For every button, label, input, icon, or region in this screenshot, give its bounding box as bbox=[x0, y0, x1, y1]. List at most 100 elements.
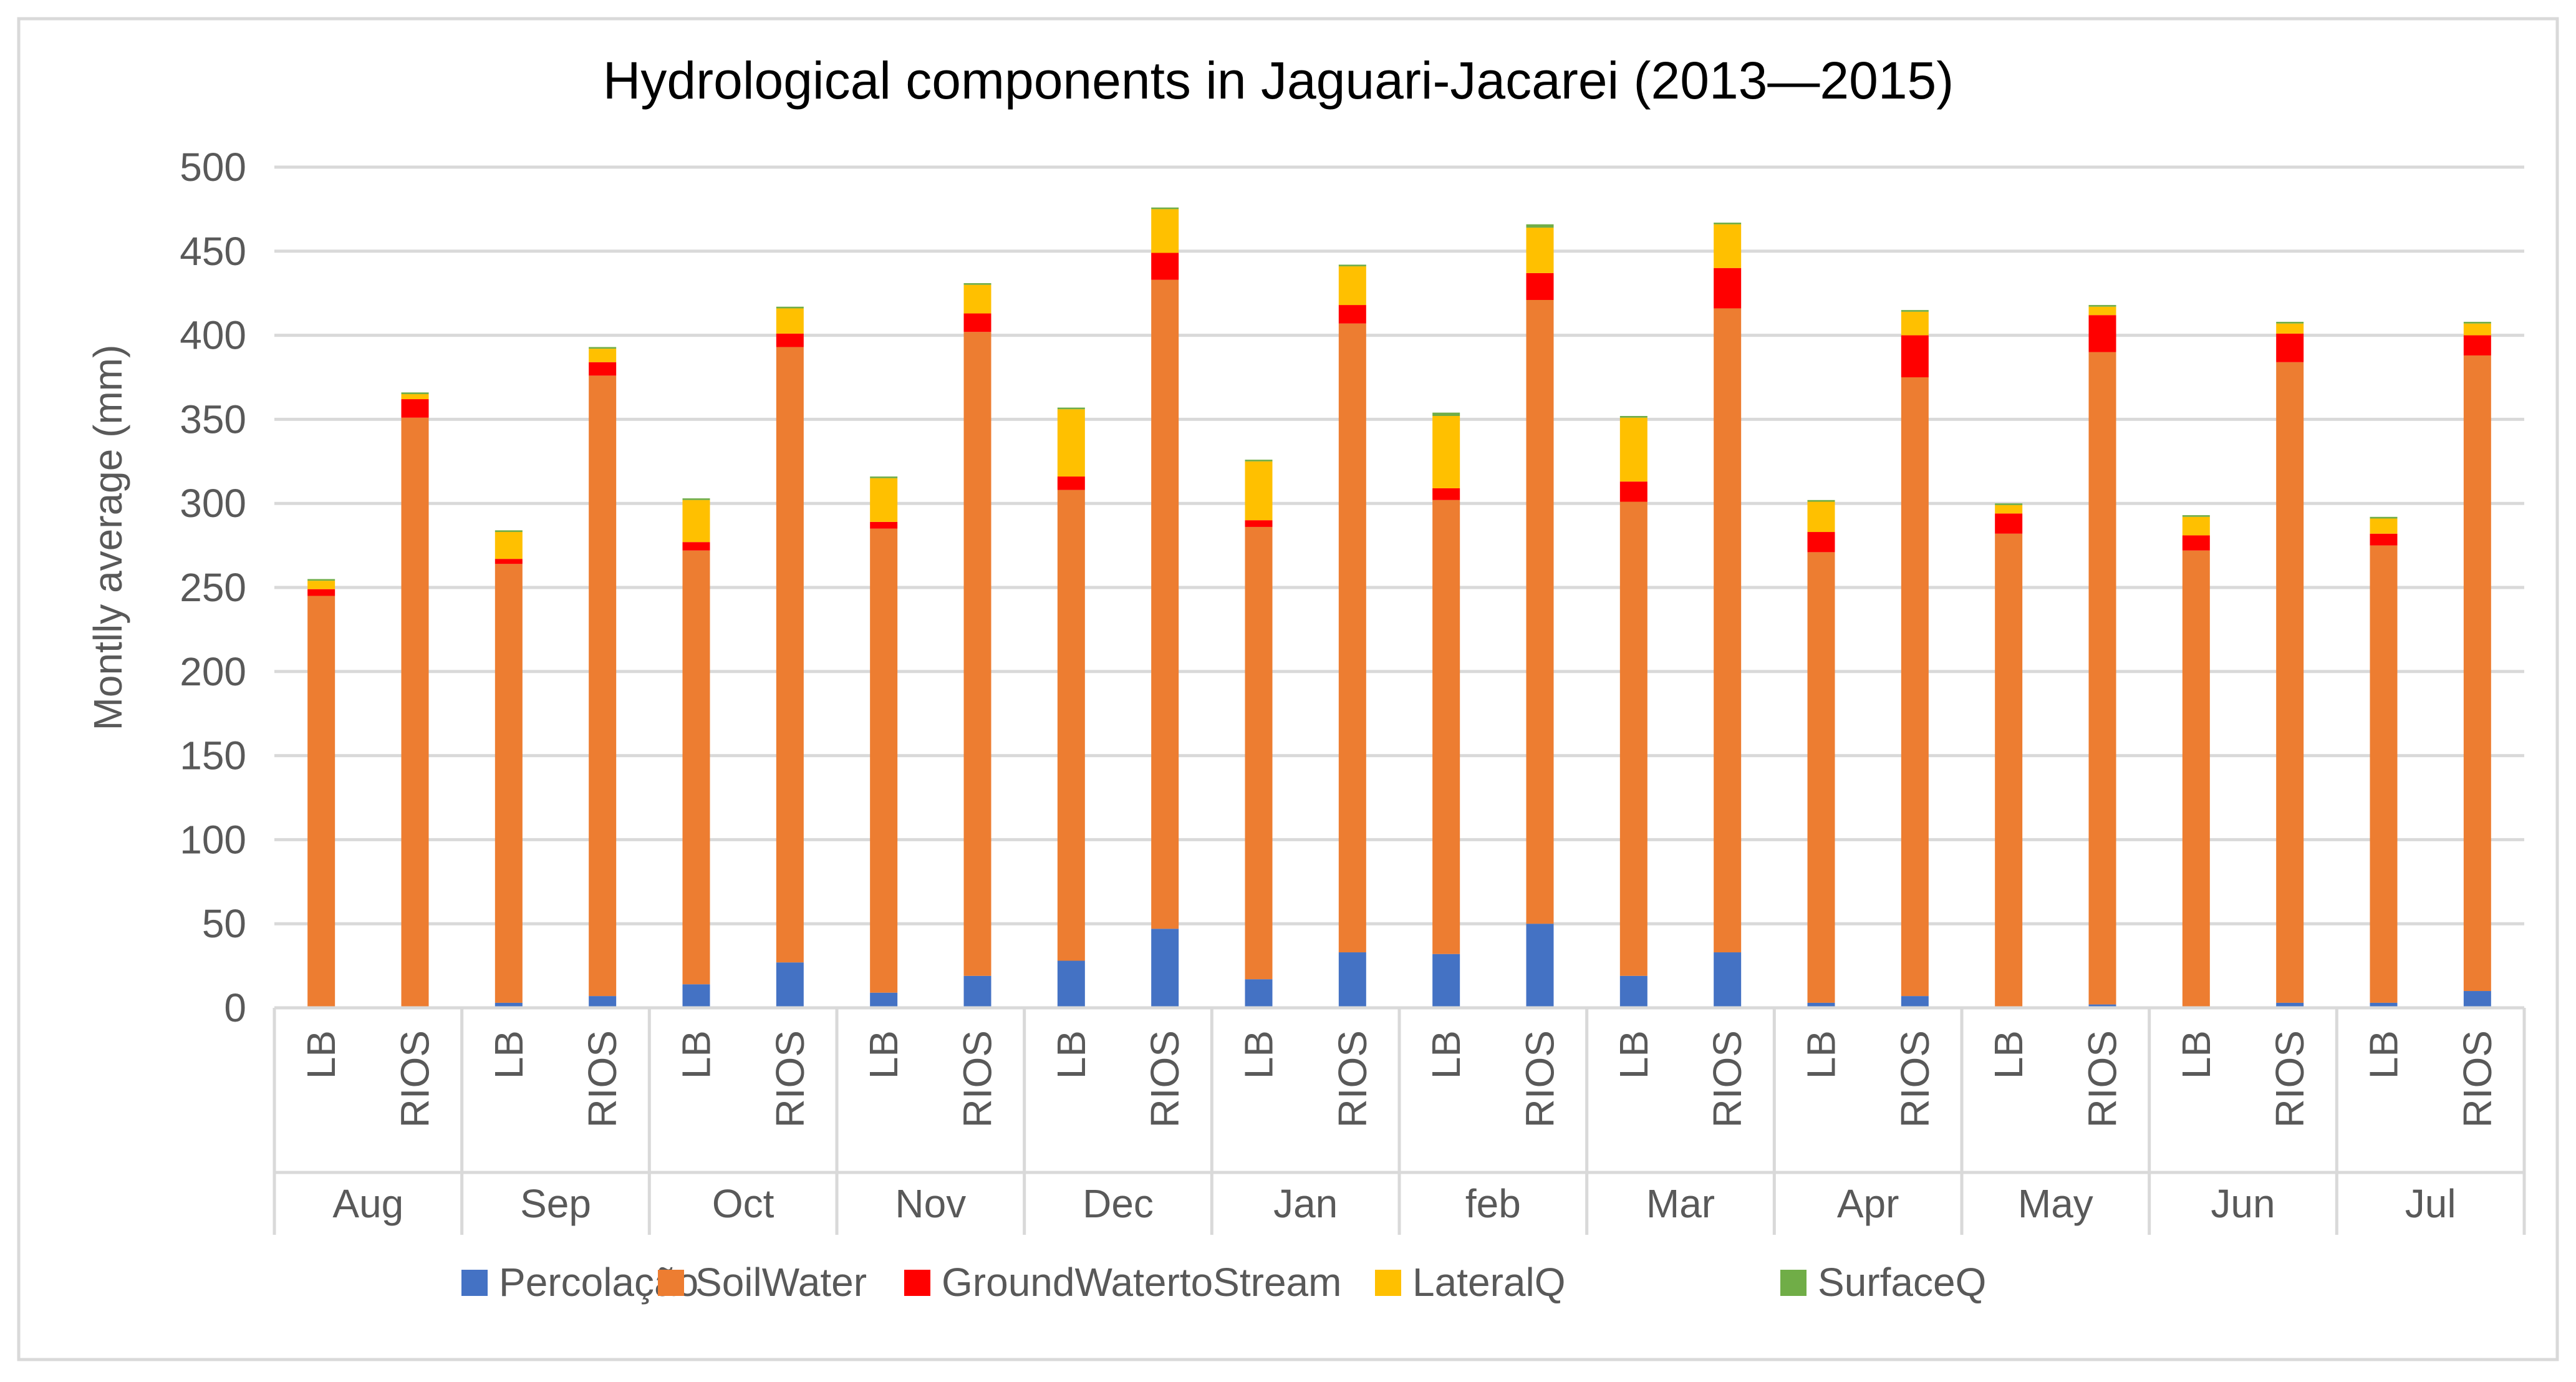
bar-groundwatertostream-feb-lb bbox=[1432, 488, 1460, 500]
x-axis: LB RIOS LB RIOS LB RIOS LB RIOS LB RIOS LB RIOS LB RI… bbox=[273, 1006, 2526, 1235]
bar-surfaceq-nov-rios bbox=[963, 283, 991, 285]
bar-soilwater-nov-rios bbox=[963, 332, 991, 976]
bar-groundwatertostream-nov-rios bbox=[963, 313, 991, 332]
y-tick-label: 350 bbox=[180, 397, 246, 442]
x-group-label: Aug bbox=[332, 1181, 403, 1226]
bar-groundwatertostream-dec-lb bbox=[1057, 476, 1085, 490]
bar-groundwatertostream-jun-lb bbox=[2182, 535, 2210, 551]
x-subcategory-label: LB bbox=[1424, 1030, 1469, 1079]
bar-lateralq-oct-rios bbox=[776, 308, 804, 334]
x-group-label: Dec bbox=[1083, 1181, 1154, 1226]
bar-percola-o-may-rios bbox=[2088, 1004, 2116, 1008]
bar-soilwater-nov-lb bbox=[870, 528, 898, 993]
bar-surfaceq-oct-lb bbox=[682, 498, 710, 500]
x-subcategory-label: RIOS bbox=[2455, 1030, 2500, 1128]
x-group-label: Sep bbox=[520, 1181, 591, 1226]
bar-surfaceq-nov-lb bbox=[870, 476, 898, 478]
bar-surfaceq-jan-lb bbox=[1245, 460, 1273, 461]
y-tick-label: 100 bbox=[180, 817, 246, 862]
bar-soilwater-feb-rios bbox=[1526, 299, 1554, 924]
x-subcategory-label: RIOS bbox=[1142, 1030, 1187, 1128]
y-tick-label: 250 bbox=[180, 565, 246, 610]
x-subcategory-label: RIOS bbox=[1893, 1030, 1937, 1128]
bar-groundwatertostream-nov-lb bbox=[870, 521, 898, 529]
bar-percola-o-jul-lb bbox=[2370, 1002, 2398, 1008]
bar-lateralq-mar-rios bbox=[1714, 224, 1742, 268]
legend-label: LateralQ bbox=[1412, 1260, 1565, 1305]
bar-lateralq-nov-lb bbox=[870, 478, 898, 522]
legend-swatch bbox=[1780, 1270, 1807, 1296]
bar-groundwatertostream-apr-rios bbox=[1901, 335, 1929, 377]
x-subcategory-label: LB bbox=[1799, 1030, 1844, 1079]
bar-groundwatertostream-oct-rios bbox=[776, 333, 804, 347]
bar-groundwatertostream-jun-rios bbox=[2276, 333, 2304, 362]
x-group-label: Mar bbox=[1646, 1181, 1715, 1226]
bar-soilwater-jun-lb bbox=[2182, 550, 2210, 1008]
bar-surfaceq-mar-rios bbox=[1714, 222, 1742, 225]
bar-groundwatertostream-sep-lb bbox=[494, 559, 523, 564]
bar-surfaceq-jan-rios bbox=[1338, 264, 1366, 267]
bar-groundwatertostream-jan-rios bbox=[1338, 305, 1366, 324]
bar-soilwater-oct-rios bbox=[776, 347, 804, 963]
y-tick-label: 0 bbox=[224, 985, 246, 1030]
bar-soilwater-jun-rios bbox=[2276, 362, 2304, 1003]
bar-percola-o-mar-lb bbox=[1619, 975, 1647, 1008]
bar-groundwatertostream-jul-rios bbox=[2463, 335, 2491, 355]
legend-swatch bbox=[904, 1270, 930, 1296]
legend-label: SoilWater bbox=[695, 1260, 867, 1305]
bar-lateralq-sep-lb bbox=[494, 532, 523, 559]
bar-lateralq-mar-lb bbox=[1619, 417, 1647, 482]
bars bbox=[307, 207, 2491, 1008]
bar-soilwater-may-rios bbox=[2088, 352, 2116, 1005]
x-subcategory-label: RIOS bbox=[2267, 1030, 2312, 1128]
bar-groundwatertostream-oct-lb bbox=[682, 542, 710, 551]
bar-percola-o-jun-rios bbox=[2276, 1002, 2304, 1008]
bar-soilwater-dec-rios bbox=[1151, 279, 1179, 929]
bar-percola-o-sep-rios bbox=[589, 996, 617, 1008]
bar-lateralq-jun-rios bbox=[2276, 323, 2304, 334]
bar-percola-o-oct-rios bbox=[776, 962, 804, 1008]
x-subcategory-label: RIOS bbox=[393, 1030, 438, 1128]
legend-swatch bbox=[461, 1270, 488, 1296]
bar-groundwatertostream-mar-lb bbox=[1619, 481, 1647, 502]
bar-lateralq-jul-rios bbox=[2463, 323, 2491, 336]
x-subcategory-label: LB bbox=[674, 1030, 719, 1079]
x-subcategory-label: RIOS bbox=[1705, 1030, 1750, 1128]
bar-surfaceq-aug-lb bbox=[307, 579, 335, 581]
bar-surfaceq-jul-rios bbox=[2463, 322, 2491, 324]
bar-lateralq-feb-rios bbox=[1526, 228, 1554, 273]
y-tick-label: 500 bbox=[180, 145, 246, 190]
bar-lateralq-aug-rios bbox=[401, 394, 429, 400]
y-tick-label: 200 bbox=[180, 649, 246, 694]
bar-lateralq-dec-lb bbox=[1057, 409, 1085, 477]
x-subcategory-label: LB bbox=[2174, 1030, 2219, 1079]
x-subcategory-label: LB bbox=[1986, 1030, 2031, 1079]
bar-groundwatertostream-aug-lb bbox=[307, 589, 335, 596]
x-subcategory-label: LB bbox=[486, 1030, 531, 1079]
bar-lateralq-aug-lb bbox=[307, 581, 335, 589]
bar-soilwater-oct-lb bbox=[682, 550, 710, 985]
x-group-label: Nov bbox=[895, 1181, 966, 1226]
bar-surfaceq-apr-rios bbox=[1901, 310, 1929, 312]
legend-label: GroundWatertoStream bbox=[942, 1260, 1341, 1305]
bar-soilwater-mar-lb bbox=[1619, 501, 1647, 976]
bar-lateralq-apr-rios bbox=[1901, 311, 1929, 336]
bar-soilwater-jul-rios bbox=[2463, 355, 2491, 992]
y-tick-label: 300 bbox=[180, 481, 246, 526]
x-subcategory-label: LB bbox=[1049, 1030, 1094, 1079]
bar-groundwatertostream-mar-rios bbox=[1714, 268, 1742, 309]
bar-soilwater-sep-rios bbox=[589, 375, 617, 997]
x-subcategory-label: LB bbox=[861, 1030, 906, 1079]
bar-percola-o-feb-lb bbox=[1432, 954, 1460, 1008]
bar-lateralq-may-lb bbox=[1995, 505, 2023, 514]
bar-percola-o-apr-rios bbox=[1901, 996, 1929, 1008]
legend-label: SurfaceQ bbox=[1818, 1260, 1986, 1305]
bar-percola-o-sep-lb bbox=[494, 1002, 523, 1008]
bar-groundwatertostream-may-rios bbox=[2088, 315, 2116, 352]
bar-lateralq-jan-lb bbox=[1245, 461, 1273, 521]
bar-surfaceq-mar-lb bbox=[1619, 416, 1647, 418]
y-tick-label: 400 bbox=[180, 313, 246, 358]
legend-swatch bbox=[658, 1270, 684, 1296]
